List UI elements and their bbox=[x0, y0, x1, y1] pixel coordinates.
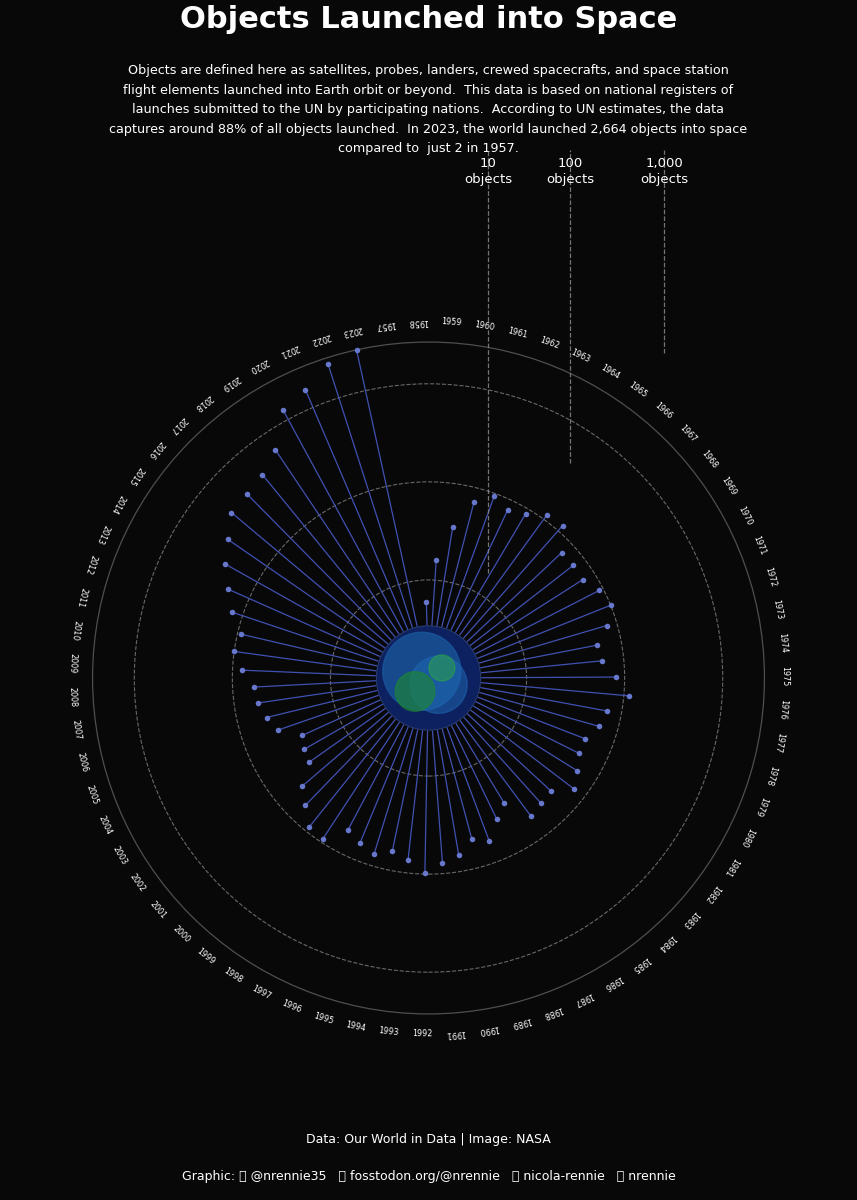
Text: 1990: 1990 bbox=[477, 1022, 499, 1036]
Text: 1988: 1988 bbox=[542, 1004, 564, 1020]
Text: 1978: 1978 bbox=[764, 764, 778, 786]
Text: 2010: 2010 bbox=[70, 619, 81, 641]
Text: 1,000
objects: 1,000 objects bbox=[640, 157, 688, 186]
Text: 1991: 1991 bbox=[445, 1028, 465, 1038]
Text: 1966: 1966 bbox=[653, 401, 674, 421]
Text: 1999: 1999 bbox=[195, 946, 217, 966]
Text: 1984: 1984 bbox=[656, 932, 677, 953]
Text: 2023: 2023 bbox=[341, 324, 363, 337]
Text: 1962: 1962 bbox=[538, 336, 560, 350]
Text: 1993: 1993 bbox=[378, 1026, 399, 1038]
Text: 1979: 1979 bbox=[752, 796, 769, 818]
Text: 2020: 2020 bbox=[248, 356, 270, 374]
Text: 2008: 2008 bbox=[68, 686, 78, 707]
Text: 2007: 2007 bbox=[70, 719, 82, 740]
Text: 1969: 1969 bbox=[720, 475, 738, 498]
Circle shape bbox=[410, 656, 467, 713]
Text: 2000: 2000 bbox=[171, 924, 191, 944]
Text: 1989: 1989 bbox=[510, 1015, 532, 1028]
Text: 1977: 1977 bbox=[772, 732, 785, 754]
Text: 100
objects: 100 objects bbox=[546, 157, 594, 186]
Text: 1970: 1970 bbox=[737, 504, 754, 527]
Text: 1973: 1973 bbox=[771, 599, 784, 620]
Text: 1976: 1976 bbox=[778, 700, 788, 720]
Text: 2016: 2016 bbox=[146, 438, 165, 460]
Text: 1960: 1960 bbox=[474, 320, 495, 332]
Text: 1958: 1958 bbox=[408, 317, 428, 326]
Text: 1971: 1971 bbox=[752, 535, 767, 557]
Text: 1961: 1961 bbox=[506, 326, 529, 340]
Text: Graphic: 🐦 @nrennie35   🦣 fosstodon.org/@nrennie   🔗 nicola-rennie   ⦿ nrennie: Graphic: 🐦 @nrennie35 🦣 fosstodon.org/@n… bbox=[182, 1170, 675, 1183]
Text: 1994: 1994 bbox=[345, 1020, 367, 1033]
Text: 2021: 2021 bbox=[278, 342, 300, 359]
Text: Data: Our World in Data | Image: NASA: Data: Our World in Data | Image: NASA bbox=[306, 1133, 551, 1146]
Text: 2001: 2001 bbox=[148, 899, 168, 920]
Text: Objects are defined here as satellites, probes, landers, crewed spacecrafts, and: Objects are defined here as satellites, … bbox=[110, 65, 747, 155]
Text: 1965: 1965 bbox=[627, 380, 649, 400]
Text: 1997: 1997 bbox=[250, 984, 273, 1001]
Text: 1985: 1985 bbox=[630, 954, 651, 973]
Text: 2013: 2013 bbox=[95, 523, 111, 545]
Text: 1992: 1992 bbox=[411, 1030, 432, 1039]
Text: 2011: 2011 bbox=[75, 586, 88, 608]
Text: 1983: 1983 bbox=[680, 910, 700, 930]
Text: 2018: 2018 bbox=[193, 392, 214, 412]
Text: 1964: 1964 bbox=[599, 362, 620, 380]
Text: 2019: 2019 bbox=[219, 373, 241, 391]
Text: 1987: 1987 bbox=[572, 990, 595, 1007]
Text: 1975: 1975 bbox=[780, 666, 789, 686]
Text: 2002: 2002 bbox=[128, 872, 147, 894]
Text: 1957: 1957 bbox=[375, 319, 396, 330]
Text: 2022: 2022 bbox=[309, 331, 331, 347]
Text: 1967: 1967 bbox=[678, 424, 698, 444]
Text: 1980: 1980 bbox=[739, 827, 756, 848]
Text: 1995: 1995 bbox=[312, 1010, 334, 1026]
Text: 1972: 1972 bbox=[763, 566, 777, 588]
Text: 2009: 2009 bbox=[68, 653, 78, 673]
Text: 2003: 2003 bbox=[111, 844, 129, 866]
Text: 10
objects: 10 objects bbox=[464, 157, 512, 186]
Text: 1998: 1998 bbox=[222, 966, 244, 985]
Text: 1982: 1982 bbox=[702, 883, 722, 905]
Text: 1996: 1996 bbox=[281, 998, 303, 1015]
Text: 1974: 1974 bbox=[777, 632, 788, 654]
Text: 1963: 1963 bbox=[569, 348, 591, 365]
Circle shape bbox=[395, 672, 434, 712]
Text: 1986: 1986 bbox=[602, 973, 624, 991]
Text: 1959: 1959 bbox=[441, 318, 462, 328]
Text: 2012: 2012 bbox=[83, 554, 99, 576]
Text: 2005: 2005 bbox=[85, 784, 99, 805]
Circle shape bbox=[428, 655, 455, 680]
Circle shape bbox=[376, 626, 481, 730]
Circle shape bbox=[383, 632, 461, 710]
Text: 2006: 2006 bbox=[75, 751, 89, 773]
Text: 1981: 1981 bbox=[722, 856, 740, 877]
Text: 2014: 2014 bbox=[109, 493, 127, 515]
Text: 2004: 2004 bbox=[96, 815, 112, 836]
Text: 1968: 1968 bbox=[700, 449, 719, 470]
Text: Objects Launched into Space: Objects Launched into Space bbox=[180, 5, 677, 35]
Text: 2017: 2017 bbox=[168, 414, 189, 434]
Text: 2015: 2015 bbox=[126, 464, 145, 486]
